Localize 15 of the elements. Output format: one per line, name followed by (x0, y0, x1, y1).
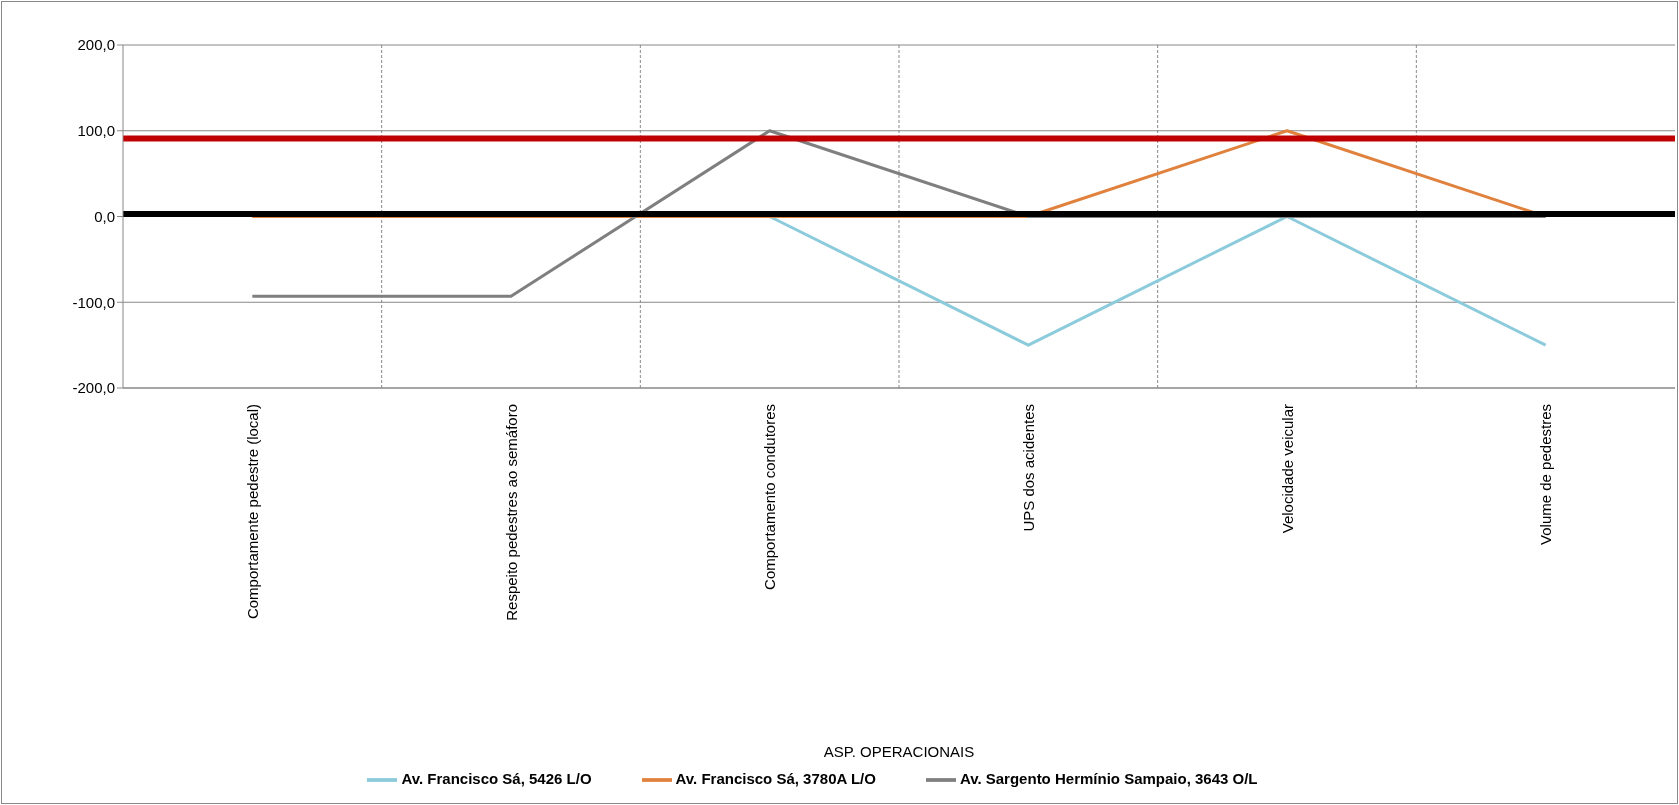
x-tick-label: Respeito pedestres ao semáforo (502, 404, 520, 621)
x-tick-label: UPS dos acidentes (1019, 404, 1037, 532)
x-tick-label: Comportamente pedestre (local) (243, 404, 261, 620)
legend-label: Av. Francisco Sá, 3780A L/O (675, 770, 876, 788)
y-tick-label: 200,0 (77, 36, 115, 54)
text: ASP. OPERACIONAIS (823, 743, 975, 760)
legend-label: Av. Francisco Sá, 5426 L/O (401, 770, 592, 788)
y-tick-label: 100,0 (77, 122, 115, 140)
x-tick-label: Comportamento condutores (761, 404, 779, 590)
legend-label: Av. Sargento Hermínio Sampaio, 3643 O/L (959, 770, 1258, 788)
y-tick-label: 0,0 (94, 207, 115, 225)
x-tick-label: Volume de pedestres (1537, 404, 1555, 545)
y-tick-label: -100,0 (72, 293, 115, 311)
x-tick-label: Velocidade veicular (1278, 404, 1296, 534)
y-tick-label: -200,0 (72, 379, 115, 397)
